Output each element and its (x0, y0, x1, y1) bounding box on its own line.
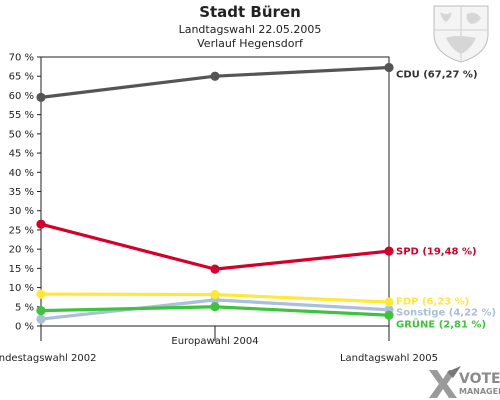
data-point (36, 314, 46, 324)
y-tick-label: 30 % (9, 206, 34, 217)
data-point (36, 289, 46, 299)
data-point (36, 219, 46, 229)
y-tick-label: 45 % (9, 149, 34, 160)
x-axis: Bundestagswahl 2002 Europawahl 2004 Landta… (0, 326, 438, 364)
x-tick-label: Europawahl 2004 (171, 336, 258, 347)
brand-logo: VOTE MANAGER (429, 366, 500, 398)
series-gr-ne (36, 302, 394, 320)
y-tick-label: 35 % (9, 187, 34, 198)
plot-border (40, 56, 390, 327)
y-tick-label: 70 % (9, 53, 34, 64)
chart-subtitle-2: Verlauf Hegensdorf (197, 37, 304, 50)
y-tick-label: 5 % (15, 302, 34, 313)
y-tick-label: 25 % (9, 225, 34, 236)
plot-frame (40, 56, 390, 327)
data-point (210, 264, 220, 274)
data-point (384, 62, 394, 73)
brand-line-1: VOTE (459, 371, 500, 387)
data-point (210, 302, 220, 312)
y-tick-label: 65 % (9, 72, 34, 83)
vote-x-icon (429, 366, 461, 398)
x-tick-label: Landtagswahl 2005 (340, 353, 438, 364)
series-labels: CDU (67,27 %) SPD (19,48 %) FDP (6,23 %)So… (396, 70, 496, 331)
y-tick-label: 50 % (9, 129, 34, 140)
series-spd (36, 219, 394, 274)
y-tick-label: 60 % (9, 91, 34, 102)
series-line (40, 222, 390, 271)
y-axis: 0 % 5 % 10 % 15 % 20 % 25 % 30 % 35 % 40 % 45 % 50… (9, 53, 41, 333)
data-point (384, 310, 394, 320)
y-tick-label: 20 % (9, 245, 34, 256)
series-label: GRÜNE (2,81 %) (396, 317, 486, 331)
chart-subtitle: Landtagswahl 22.05.2005 (179, 23, 322, 36)
brand-line-2: MANAGER (459, 387, 500, 396)
series-label: FDP (6,23 %) (396, 297, 469, 308)
y-tick-label: 10 % (9, 283, 34, 294)
data-point (384, 297, 394, 307)
data-point (210, 289, 220, 300)
x-tick-label: Bundestagswahl 2002 (0, 353, 96, 364)
series-label: SPD (19,48 %) (396, 247, 477, 258)
series-label: CDU (67,27 %) (396, 70, 478, 81)
data-point (36, 92, 46, 102)
coat-of-arms-icon (433, 5, 489, 63)
data-point (210, 71, 220, 81)
data-point (384, 246, 394, 256)
series-cdu (36, 62, 394, 102)
y-tick-label: 40 % (9, 168, 34, 179)
series-label: Sonstige (4,22 %) (396, 308, 496, 319)
y-tick-label: 55 % (9, 110, 34, 121)
series-fdp (36, 289, 394, 307)
chart-title: Stadt Büren (199, 3, 301, 21)
data-point (36, 306, 46, 316)
series-layer (36, 62, 394, 324)
y-tick-label: 15 % (9, 264, 34, 275)
y-tick-label: 0 % (15, 322, 34, 333)
